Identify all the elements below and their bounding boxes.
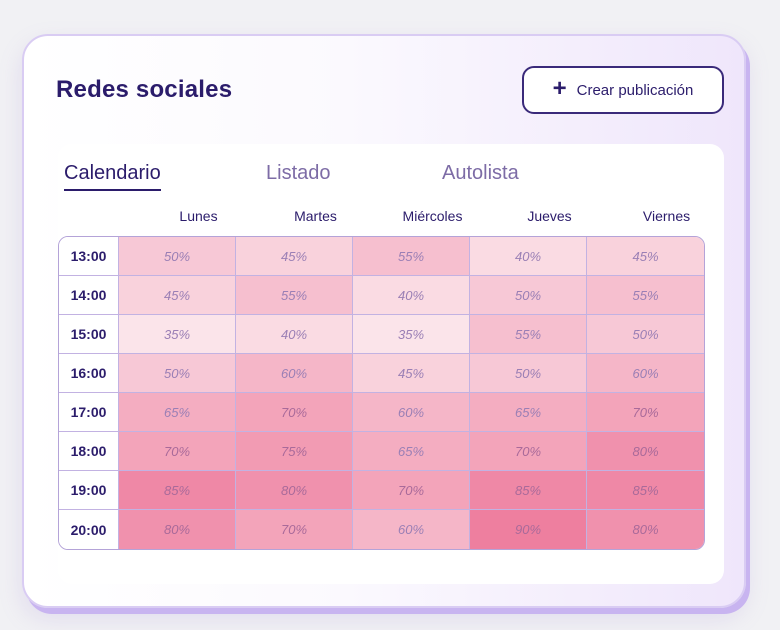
heatmap-cell[interactable]: 70% [236,510,353,549]
heatmap-cell[interactable]: 45% [353,354,470,393]
time-slot-label: 18:00 [59,432,119,471]
social-media-card: Redes sociales + Crear publicación Calen… [22,34,746,608]
create-post-label: Crear publicación [576,81,694,99]
heatmap-cell[interactable]: 50% [470,354,587,393]
heatmap-cell[interactable]: 85% [470,471,587,510]
heatmap-cell[interactable]: 75% [236,432,353,471]
heatmap-cell[interactable]: 70% [470,432,587,471]
heatmap-cell[interactable]: 35% [353,315,470,354]
heatmap-cell[interactable]: 85% [119,471,236,510]
day-header-miercoles: Miércoles [402,208,463,224]
time-slot-label: 16:00 [59,354,119,393]
heatmap-cell[interactable]: 80% [587,510,704,549]
heatmap-cell[interactable]: 70% [236,393,353,432]
heatmap-cell[interactable]: 65% [353,432,470,471]
time-slot-label: 15:00 [59,315,119,354]
engagement-heatmap: 13:00 50% 45% 55% 40% 45% 14:00 45% 55% 40% 50% 55%… [58,236,705,550]
day-header-lunes: Lunes [179,208,218,224]
time-slot-label: 20:00 [59,510,119,549]
tab-listado[interactable]: Listado [266,162,331,184]
day-header-jueves: Jueves [527,208,572,224]
page-title: Redes sociales [56,76,233,103]
time-slot-label: 14:00 [59,276,119,315]
heatmap-cell[interactable]: 70% [587,393,704,432]
create-post-button[interactable]: + Crear publicación [522,66,724,114]
heatmap-cell[interactable]: 70% [119,432,236,471]
heatmap-cell[interactable]: 60% [353,393,470,432]
day-header-martes: Martes [294,208,337,224]
heatmap-cell[interactable]: 80% [236,471,353,510]
heatmap-cell[interactable]: 65% [470,393,587,432]
heatmap-cell[interactable]: 80% [587,432,704,471]
calendar-panel: Calendario Listado Autolista Lunes Marte… [58,144,724,584]
heatmap-cell[interactable]: 60% [236,354,353,393]
tab-autolista[interactable]: Autolista [442,162,519,184]
time-slot-label: 17:00 [59,393,119,432]
heatmap-cell[interactable]: 85% [587,471,704,510]
heatmap-cell[interactable]: 40% [353,276,470,315]
heatmap-cell[interactable]: 80% [119,510,236,549]
heatmap-cell[interactable]: 50% [119,354,236,393]
day-header-viernes: Viernes [642,208,691,224]
heatmap-cell[interactable]: 55% [587,276,704,315]
tab-calendario[interactable]: Calendario [64,162,161,191]
heatmap-cell[interactable]: 50% [470,276,587,315]
heatmap-cell[interactable]: 70% [353,471,470,510]
heatmap-cell[interactable]: 50% [119,237,236,276]
heatmap-cell[interactable]: 90% [470,510,587,549]
heatmap-cell[interactable]: 45% [587,237,704,276]
heatmap-cell[interactable]: 45% [236,237,353,276]
heatmap-cell[interactable]: 45% [119,276,236,315]
heatmap-cell[interactable]: 50% [587,315,704,354]
time-slot-label: 13:00 [59,237,119,276]
heatmap-cell[interactable]: 55% [353,237,470,276]
heatmap-cell[interactable]: 65% [119,393,236,432]
heatmap-cell[interactable]: 40% [470,237,587,276]
heatmap-cell[interactable]: 55% [470,315,587,354]
heatmap-cell[interactable]: 60% [587,354,704,393]
heatmap-cell[interactable]: 55% [236,276,353,315]
plus-icon: + [552,75,567,102]
time-slot-label: 19:00 [59,471,119,510]
view-tabs: Calendario Listado Autolista [64,162,704,192]
heatmap-cell[interactable]: 40% [236,315,353,354]
heatmap-cell[interactable]: 35% [119,315,236,354]
heatmap-cell[interactable]: 60% [353,510,470,549]
